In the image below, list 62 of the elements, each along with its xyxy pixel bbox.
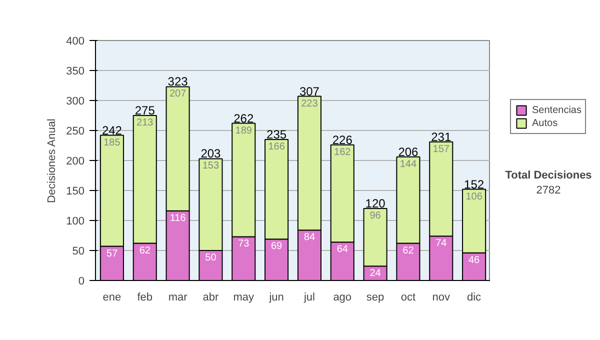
data-label: 84 — [304, 232, 316, 244]
data-label: 50 — [205, 252, 217, 264]
total-label: 323 — [168, 74, 188, 89]
legend-label: Autos — [532, 117, 558, 129]
data-label: 116 — [170, 212, 186, 224]
data-label: 62 — [402, 245, 414, 256]
legend-label: Sentencias — [532, 104, 582, 116]
y-tick-label: 350 — [66, 66, 85, 78]
data-label: 24 — [370, 268, 382, 280]
data-label: 162 — [334, 146, 352, 158]
data-label: 207 — [169, 88, 187, 100]
y-tick-label: 400 — [66, 36, 85, 48]
data-label: 96 — [370, 210, 382, 222]
x-tick-label: abr — [202, 292, 219, 304]
total-label: 231 — [431, 130, 452, 144]
total-label: 307 — [299, 84, 320, 98]
data-label: 69 — [270, 241, 283, 252]
x-tick-label: dic — [467, 292, 482, 304]
data-label: 185 — [104, 137, 121, 148]
data-label: 57 — [106, 248, 118, 260]
data-label: 189 — [235, 125, 252, 136]
x-tick-label: oct — [400, 292, 416, 304]
y-axis-title: Decisiones Anual — [46, 118, 58, 203]
data-label: 157 — [432, 144, 450, 155]
total-label: 235 — [266, 128, 287, 142]
y-tick-label: 150 — [66, 186, 85, 198]
y-tick-label: 50 — [72, 246, 85, 258]
total-label: 226 — [332, 132, 353, 147]
data-label: 73 — [238, 238, 250, 250]
x-tick-label: may — [233, 292, 255, 304]
y-tick-label: 100 — [66, 216, 85, 228]
total-label: 203 — [200, 146, 222, 161]
x-tick-label: jul — [302, 292, 315, 304]
data-label: 213 — [136, 118, 154, 128]
total-label: 262 — [234, 111, 254, 126]
data-label: 144 — [400, 158, 417, 170]
y-tick-label: 0 — [78, 276, 85, 288]
text: Total Decisiones — [505, 169, 592, 182]
data-label: 62 — [139, 245, 151, 256]
text: 2782 — [536, 184, 561, 196]
data-label: 46 — [468, 254, 480, 266]
x-tick-label: sep — [366, 292, 384, 304]
y-tick-label: 200 — [66, 156, 85, 168]
total-label: 206 — [398, 144, 419, 159]
y-tick-label: 300 — [66, 96, 85, 108]
data-label: 74 — [436, 238, 448, 250]
total-label: 275 — [134, 104, 156, 118]
total-label: 242 — [102, 123, 122, 138]
data-label: 223 — [301, 98, 318, 110]
data-label: 166 — [268, 142, 286, 152]
data-label: 64 — [336, 244, 348, 256]
total-label: 152 — [464, 177, 484, 192]
x-tick-label: feb — [137, 292, 153, 304]
x-tick-label: nov — [432, 292, 450, 304]
data-label: 153 — [202, 160, 220, 172]
x-tick-label: ene — [102, 292, 122, 304]
x-tick-label: ago — [333, 292, 352, 304]
x-tick-label: mar — [168, 292, 188, 304]
data-label: 106 — [466, 191, 483, 202]
x-tick-label: jun — [268, 292, 284, 304]
total-label: 120 — [365, 196, 386, 210]
y-tick-label: 250 — [66, 126, 85, 138]
